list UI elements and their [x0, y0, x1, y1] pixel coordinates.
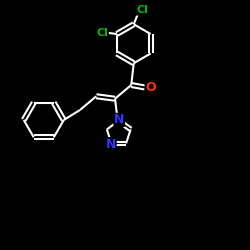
Text: Cl: Cl [136, 5, 148, 15]
Text: N: N [106, 138, 116, 150]
Text: O: O [145, 81, 156, 94]
Text: Cl: Cl [96, 28, 108, 38]
Text: N: N [114, 114, 124, 126]
